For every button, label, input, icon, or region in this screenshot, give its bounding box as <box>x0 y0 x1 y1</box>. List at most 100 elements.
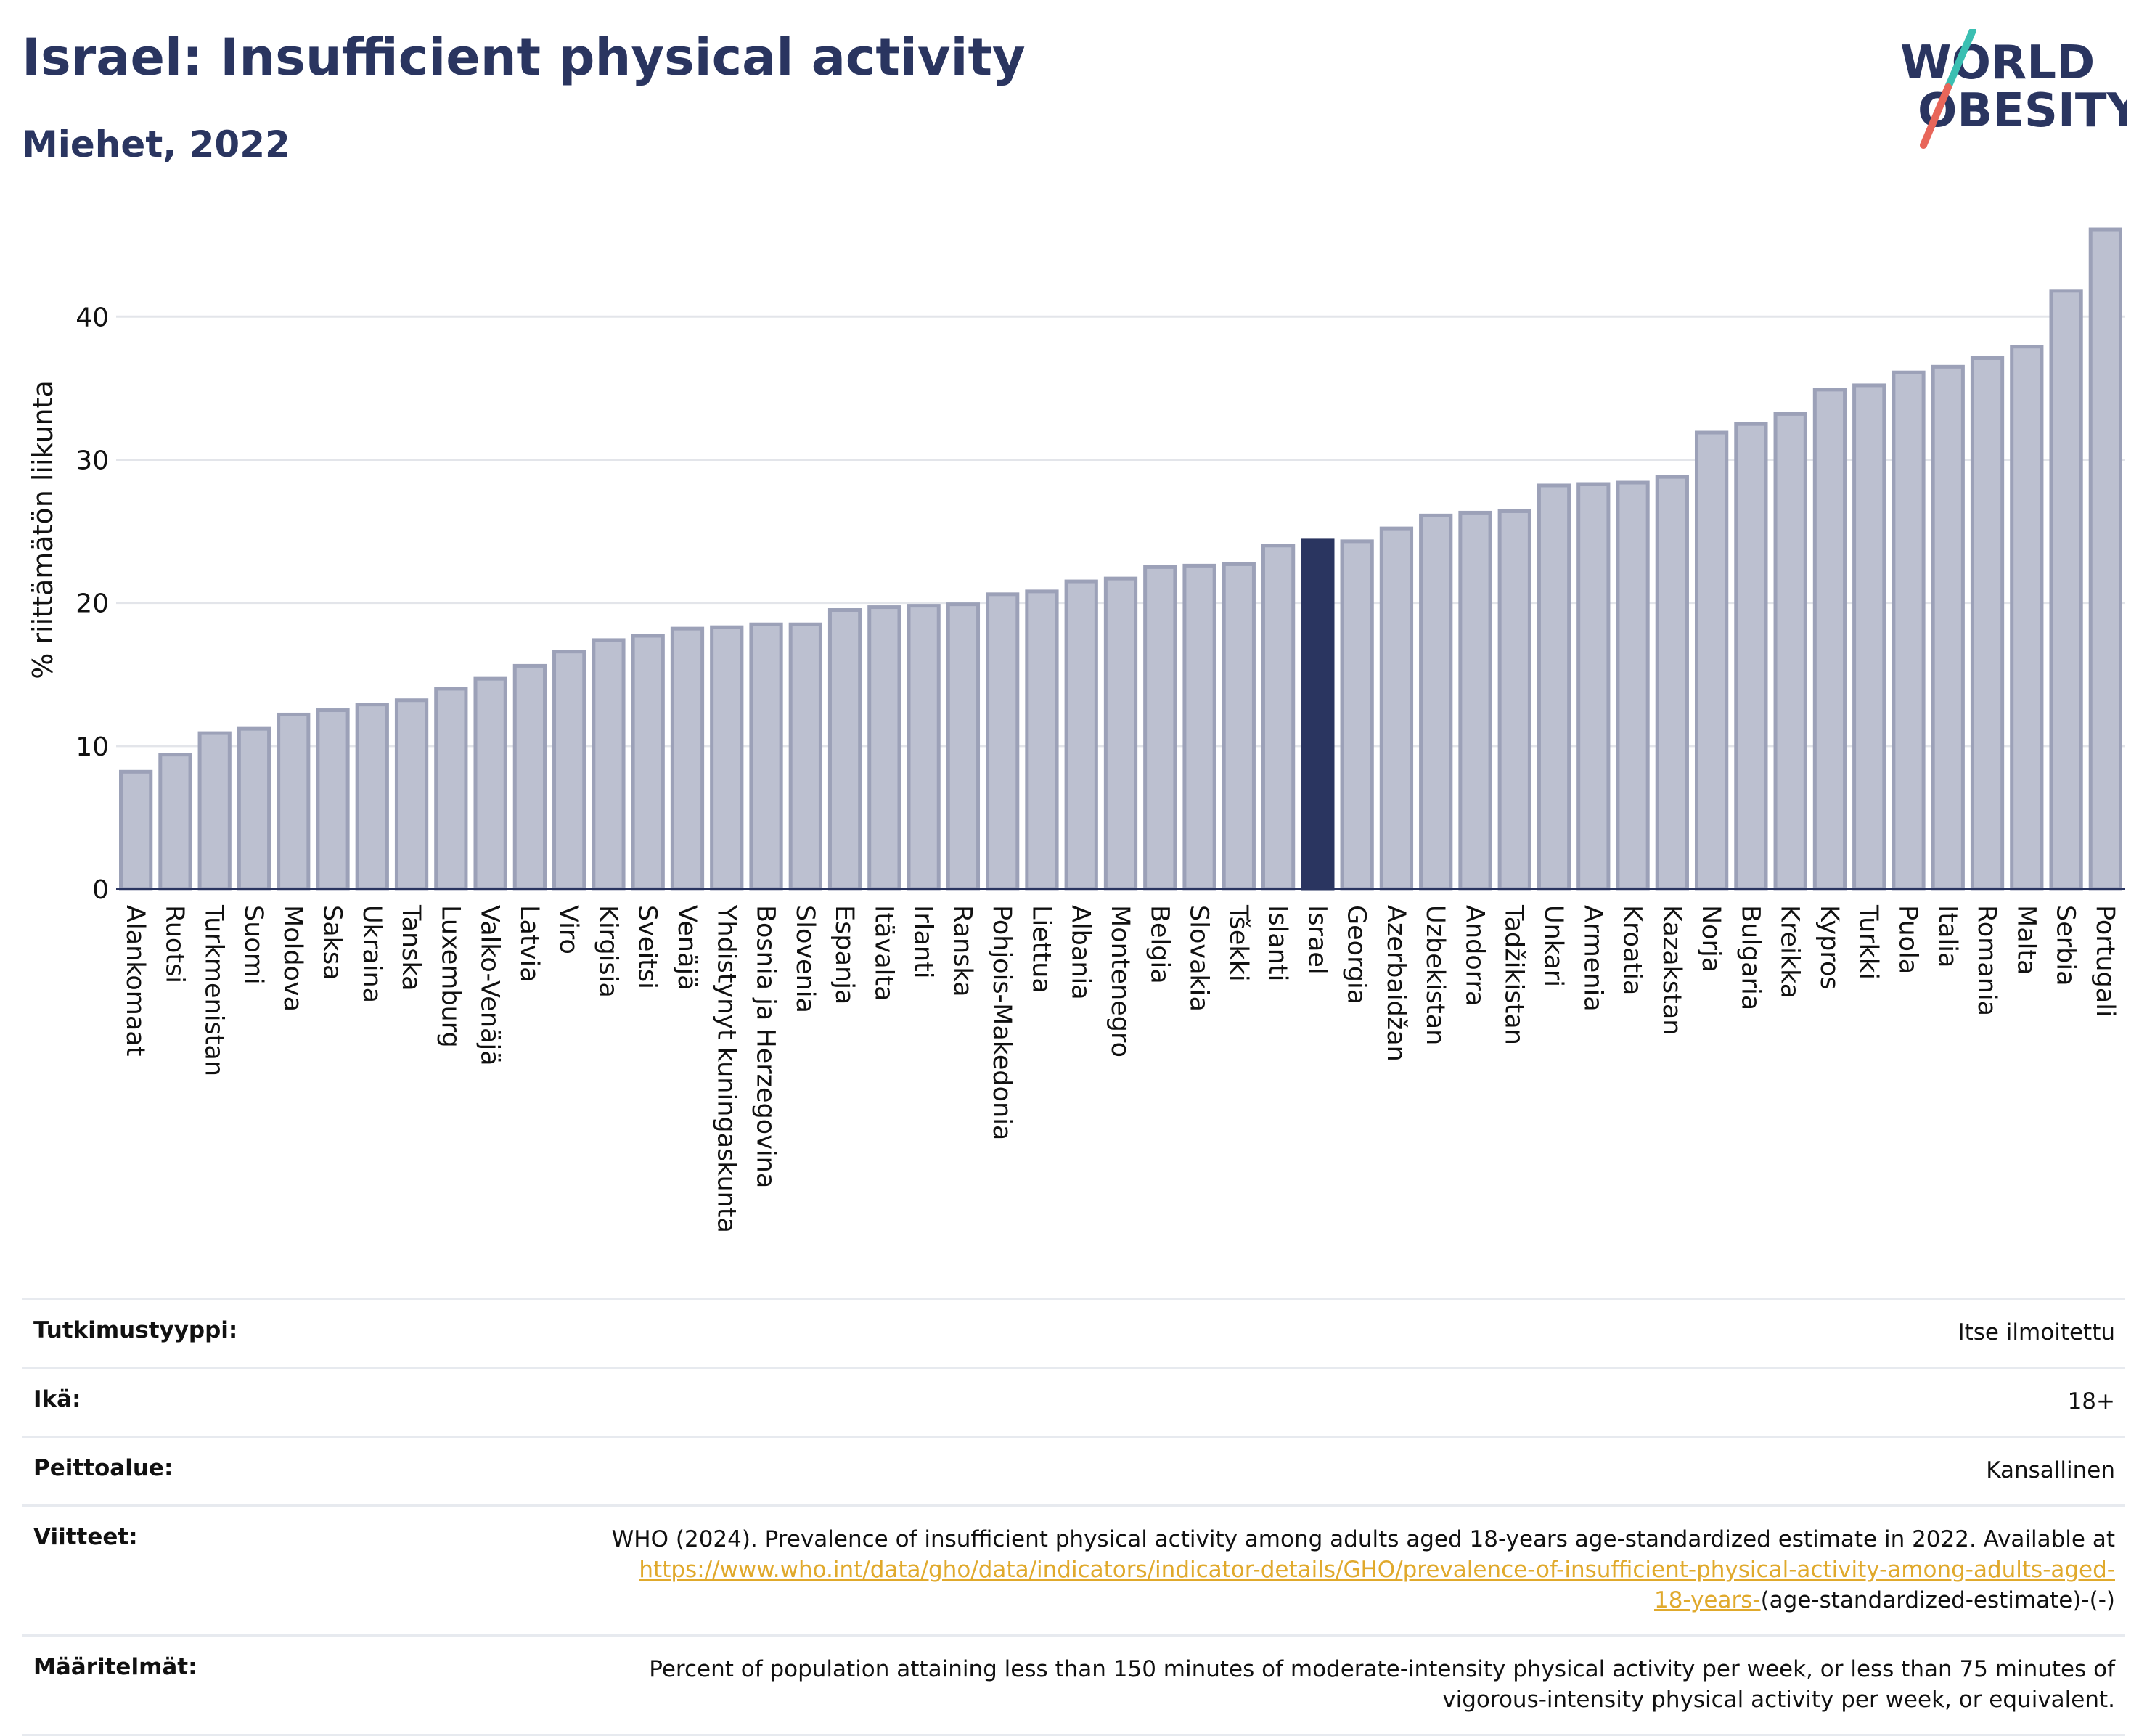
bar <box>473 676 507 891</box>
x-tick-label: Montenegro <box>1105 905 1134 1057</box>
x-tick-label: Unkari <box>1539 905 1568 987</box>
definitions-label: Määritelmät: <box>33 1654 197 1680</box>
x-tick-label: Norja <box>1696 905 1725 973</box>
x-tick-label: Latvia <box>515 905 544 983</box>
bar <box>1103 576 1138 891</box>
bar <box>316 708 350 891</box>
bar <box>1379 526 1414 891</box>
info-row-study-type: Tutkimustyyppi: Itse ilmoitettu <box>22 1298 2125 1367</box>
bar <box>512 663 547 891</box>
x-tick-label: Kroatia <box>1618 905 1647 995</box>
info-row-definitions: Määritelmät: Percent of population attai… <box>22 1634 2125 1736</box>
definitions-line-1: Percent of population attaining less tha… <box>649 1656 2115 1682</box>
bar <box>1143 565 1177 891</box>
bar <box>1025 589 1059 891</box>
y-tick-label: 30 <box>75 446 109 475</box>
x-tick-label: Luxemburg <box>435 905 465 1048</box>
bar <box>1340 539 1374 891</box>
bar <box>1852 383 1886 891</box>
coverage-value: Kansallinen <box>1986 1457 2115 1483</box>
bar <box>1892 370 1926 891</box>
age-value: 18+ <box>2067 1388 2115 1414</box>
x-tick-label: Islanti <box>1263 905 1292 981</box>
bar <box>1773 412 1807 891</box>
bar <box>2049 289 2083 891</box>
age-label: Ikä: <box>33 1386 81 1412</box>
y-tick-label: 20 <box>75 589 109 619</box>
bars <box>119 227 2122 891</box>
references-link[interactable]: https://www.who.int/data/gho/data/indica… <box>639 1557 2115 1583</box>
bar <box>986 592 1020 891</box>
x-tick-label: Tadžikistan <box>1500 904 1529 1045</box>
x-tick-label: Malta <box>2011 905 2040 975</box>
x-tick-label: Pohjois-Makedonia <box>987 905 1016 1140</box>
x-tick-label: Armenia <box>1578 905 1607 1012</box>
info-table: Tutkimustyyppi: Itse ilmoitettu Ikä: 18+… <box>22 1298 2125 1736</box>
x-tick-label: Ukraina <box>357 905 386 1003</box>
x-tick-label: Espanja <box>830 905 859 1004</box>
bar <box>788 622 822 891</box>
info-row-coverage: Peittoalue: Kansallinen <box>22 1436 2125 1504</box>
x-tick-label: Bosnia ja Herzegovina <box>751 905 780 1188</box>
references-text: WHO (2024). Prevalence of insufficient p… <box>611 1526 2115 1552</box>
bar <box>1734 422 1768 891</box>
x-tick-label: Puola <box>1893 905 1922 974</box>
x-tick-label: Moldova <box>278 905 307 1012</box>
x-tick-label: Turkmenistan <box>200 904 229 1076</box>
x-tick-label: Ruotsi <box>160 905 189 983</box>
x-tick-label: Itävalta <box>869 905 898 1002</box>
x-tick-label: Portugali <box>2090 905 2119 1018</box>
bar <box>434 687 468 891</box>
logo-text-obesity: OBESITY <box>1918 84 2127 138</box>
coverage-label: Peittoalue: <box>33 1455 173 1481</box>
x-tick-label: Kirgisia <box>593 905 622 998</box>
bar <box>158 753 192 891</box>
axes: 0 10 20 30 40 Alankomaat Ruotsi Turkmenistan Suo… <box>75 303 2125 1233</box>
info-row-age: Ikä: 18+ <box>22 1367 2125 1436</box>
study-type-label: Tutkimustyyppi: <box>33 1317 238 1343</box>
logo-slash-teal <box>1944 29 1976 91</box>
bar <box>1458 510 1492 891</box>
x-tick-label: Valko-Venäjä <box>475 905 504 1066</box>
references-value: WHO (2024). Prevalence of insufficient p… <box>612 1524 2115 1616</box>
x-tick-label: Kypros <box>1815 905 1844 990</box>
bar <box>710 625 744 891</box>
bar <box>119 769 153 891</box>
bar-highlighted <box>1301 538 1335 891</box>
bar <box>946 602 981 891</box>
bar <box>1576 482 1611 891</box>
x-tick-label: Sveitsi <box>633 905 662 989</box>
x-tick-label: Belgia <box>1145 905 1174 984</box>
bar <box>749 622 783 891</box>
bar <box>1812 388 1847 891</box>
bar <box>1931 364 1965 891</box>
references-label: Viitteet: <box>33 1524 138 1550</box>
x-tick-label: Romania <box>1972 905 2001 1016</box>
bar <box>827 608 862 891</box>
bar <box>1497 509 1531 891</box>
x-tick-label: Kreikka <box>1775 905 1804 999</box>
bar <box>1616 480 1650 891</box>
x-tick-label: Azerbaidžan <box>1381 905 1410 1062</box>
chart-subtitle: Miehet, 2022 <box>22 123 290 165</box>
world-obesity-logo: WORLD OBESITY <box>1900 29 2127 149</box>
x-tick-label: Venäjä <box>672 905 701 991</box>
bar <box>1182 563 1216 891</box>
bar <box>1222 562 1256 891</box>
x-tick-label: Andorra <box>1460 905 1489 1006</box>
y-tick-label: 10 <box>75 732 109 762</box>
bar <box>1261 544 1296 891</box>
definitions-value: Percent of population attaining less tha… <box>649 1654 2115 1715</box>
logo-slash-red <box>1920 83 1952 149</box>
y-tick-label: 0 <box>92 875 109 905</box>
x-tick-label: Liettua <box>1026 905 1055 994</box>
bar <box>670 626 705 891</box>
x-tick-label: Bulgaria <box>1735 905 1764 1010</box>
bar <box>394 698 429 891</box>
references-link-continued[interactable]: 18-years- <box>1653 1587 1761 1613</box>
bar <box>1655 475 1689 891</box>
logo-text-world: WORLD <box>1900 36 2095 90</box>
bar <box>2010 345 2044 891</box>
bar <box>355 703 389 891</box>
bar <box>1064 579 1098 891</box>
